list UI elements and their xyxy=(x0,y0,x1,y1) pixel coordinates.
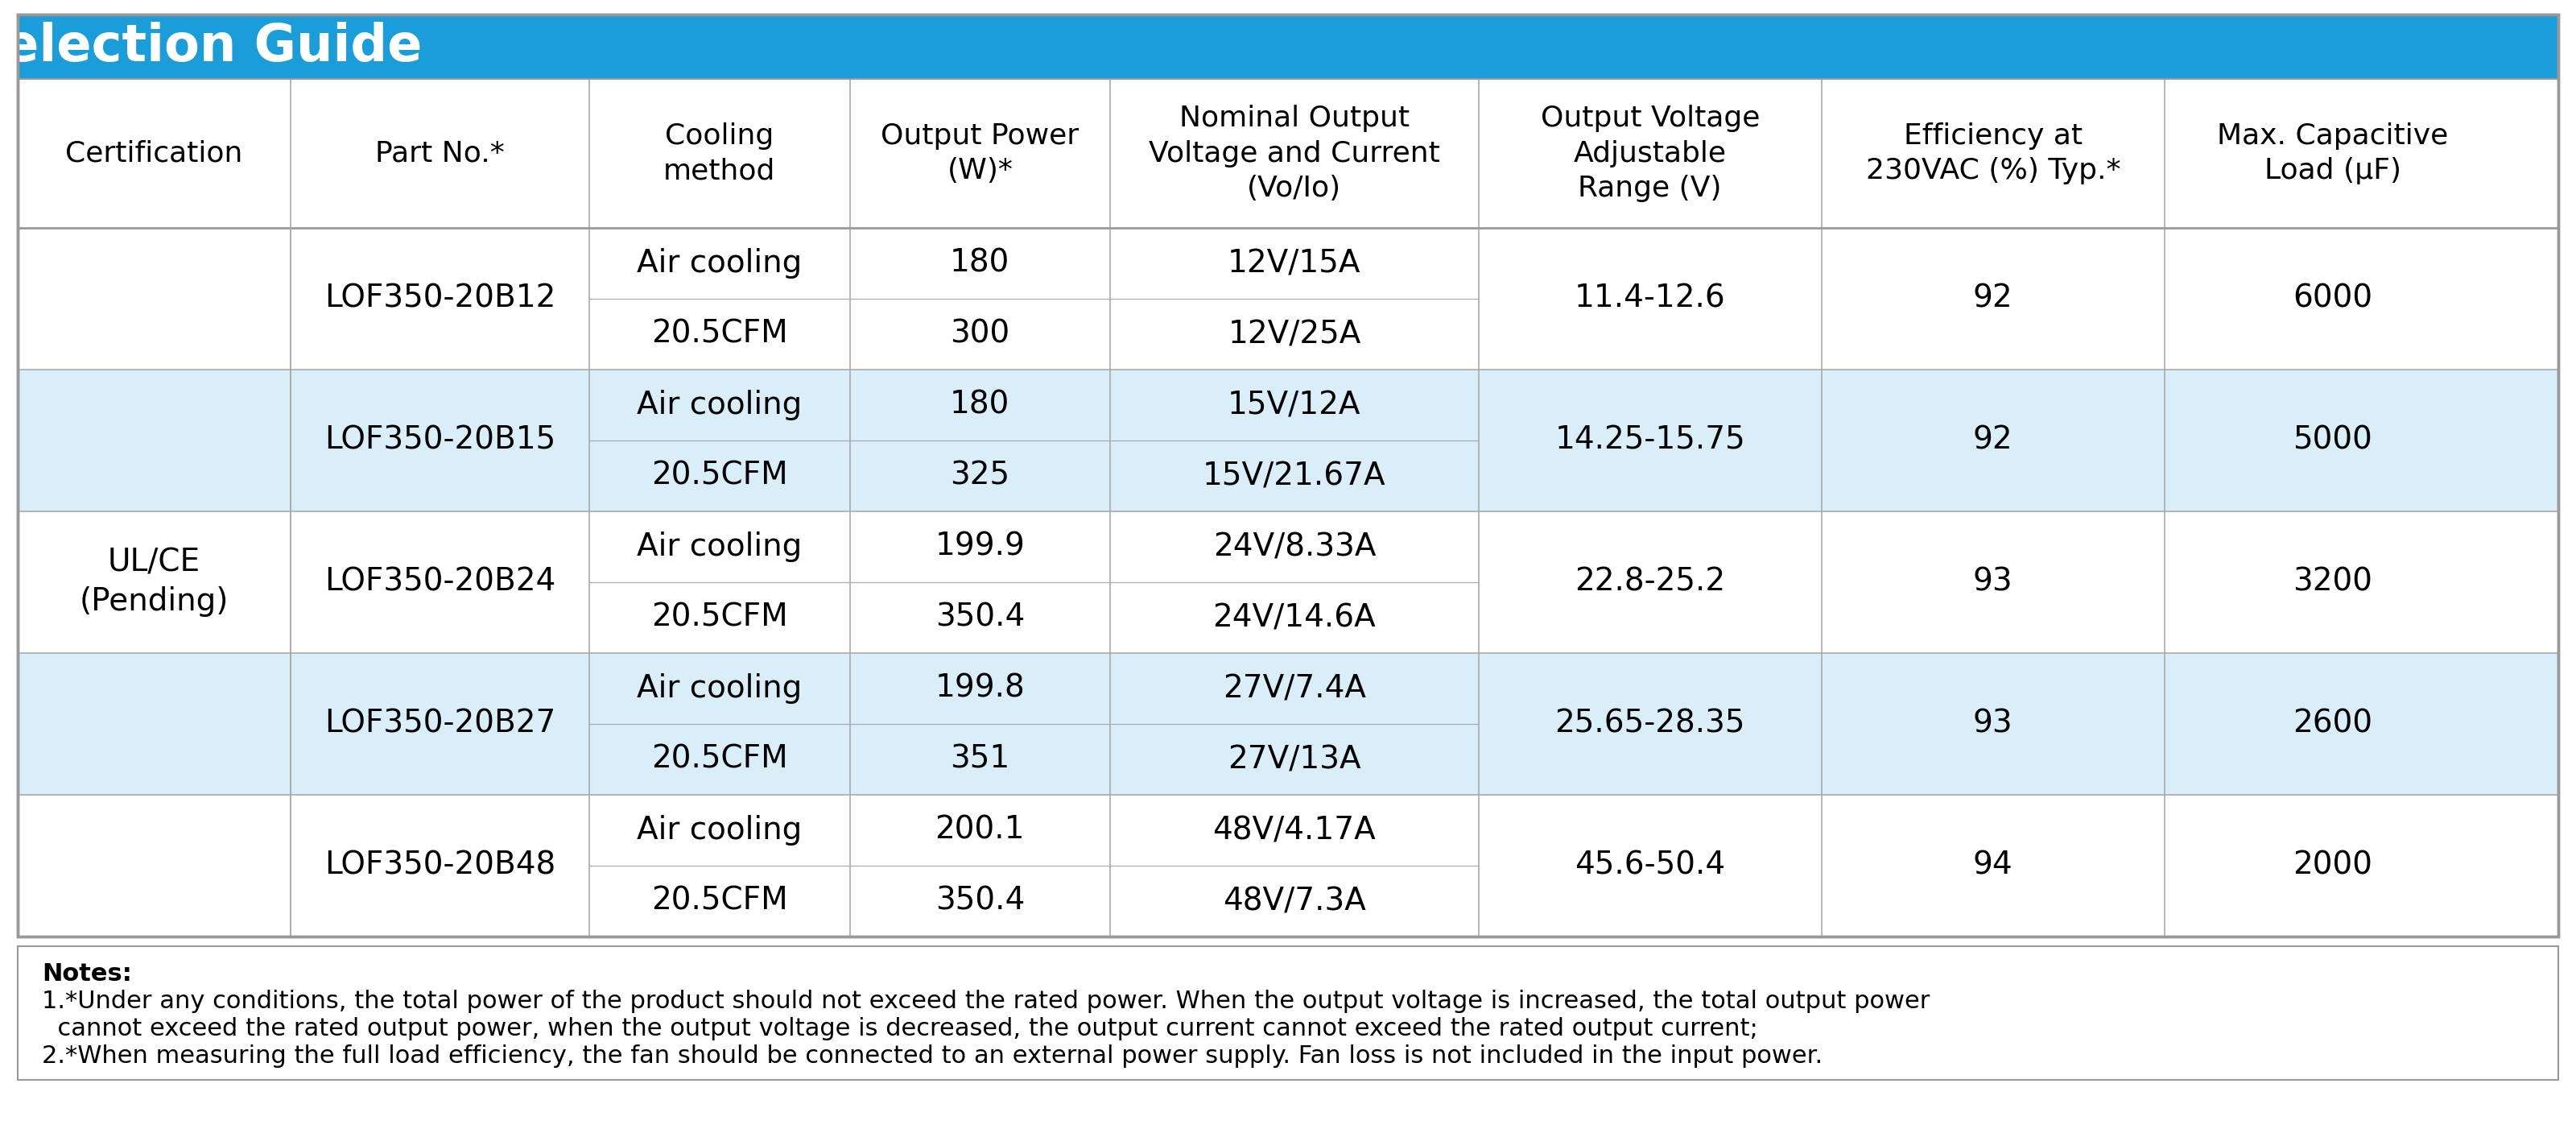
Text: 12V/15A: 12V/15A xyxy=(1229,248,1360,279)
Text: Notes:: Notes: xyxy=(41,963,131,986)
Text: 20.5CFM: 20.5CFM xyxy=(652,744,788,774)
Text: 199.8: 199.8 xyxy=(935,673,1025,703)
Text: 25.65-28.35: 25.65-28.35 xyxy=(1556,709,1744,739)
Bar xyxy=(18,15,2558,79)
Bar xyxy=(18,15,2558,937)
Text: 12V/25A: 12V/25A xyxy=(1229,318,1360,350)
Bar xyxy=(18,653,2558,795)
Text: LOF350-20B24: LOF350-20B24 xyxy=(325,567,556,597)
Text: 92: 92 xyxy=(1973,283,2012,314)
Text: 93: 93 xyxy=(1973,567,2012,597)
Text: 94: 94 xyxy=(1973,850,2012,881)
Text: 45.6-50.4: 45.6-50.4 xyxy=(1574,850,1726,881)
Text: 24V/14.6A: 24V/14.6A xyxy=(1213,603,1376,633)
Text: Selection Guide: Selection Guide xyxy=(0,21,422,71)
Text: 11.4-12.6: 11.4-12.6 xyxy=(1574,283,1726,314)
Text: 350.4: 350.4 xyxy=(935,886,1025,917)
Text: 350.4: 350.4 xyxy=(935,603,1025,633)
Text: LOF350-20B27: LOF350-20B27 xyxy=(325,709,556,739)
Text: Air cooling: Air cooling xyxy=(636,390,801,420)
Text: 200.1: 200.1 xyxy=(935,815,1025,846)
Text: 325: 325 xyxy=(951,461,1010,491)
Text: 14.25-15.75: 14.25-15.75 xyxy=(1556,426,1747,456)
Text: 6000: 6000 xyxy=(2293,283,2372,314)
Text: 15V/12A: 15V/12A xyxy=(1229,390,1360,420)
Text: 1.*Under any conditions, the total power of the product should not exceed the ra: 1.*Under any conditions, the total power… xyxy=(41,990,1929,1014)
Text: LOF350-20B48: LOF350-20B48 xyxy=(325,850,556,881)
Text: 24V/8.33A: 24V/8.33A xyxy=(1213,532,1376,562)
Text: 180: 180 xyxy=(951,390,1010,420)
Text: 27V/7.4A: 27V/7.4A xyxy=(1224,673,1365,703)
Bar xyxy=(18,795,2558,937)
Text: Efficiency at
230VAC (%) Typ.*: Efficiency at 230VAC (%) Typ.* xyxy=(1865,122,2120,184)
Text: Max. Capacitive
Load (μF): Max. Capacitive Load (μF) xyxy=(2218,122,2447,184)
Bar xyxy=(18,15,2558,937)
Text: 2000: 2000 xyxy=(2293,850,2372,881)
Text: 48V/7.3A: 48V/7.3A xyxy=(1224,886,1365,917)
Bar xyxy=(18,946,2558,1079)
Text: Part No.*: Part No.* xyxy=(376,140,505,167)
Text: 2.*When measuring the full load efficiency, the fan should be connected to an ex: 2.*When measuring the full load efficien… xyxy=(41,1044,1824,1068)
Bar xyxy=(18,228,2558,369)
Text: 48V/4.17A: 48V/4.17A xyxy=(1213,815,1376,846)
Text: cannot exceed the rated output power, when the output voltage is decreased, the : cannot exceed the rated output power, wh… xyxy=(41,1017,1757,1041)
Text: Air cooling: Air cooling xyxy=(636,532,801,562)
Text: 20.5CFM: 20.5CFM xyxy=(652,461,788,491)
Text: 22.8-25.2: 22.8-25.2 xyxy=(1574,567,1726,597)
Text: Certification: Certification xyxy=(64,140,242,167)
Text: 92: 92 xyxy=(1973,426,2012,456)
Bar xyxy=(18,79,2558,228)
Text: 199.9: 199.9 xyxy=(935,532,1025,562)
Text: 20.5CFM: 20.5CFM xyxy=(652,603,788,633)
Text: 15V/21.67A: 15V/21.67A xyxy=(1203,461,1386,491)
Text: 351: 351 xyxy=(951,744,1010,774)
Text: 180: 180 xyxy=(951,248,1010,279)
Text: 5000: 5000 xyxy=(2293,426,2372,456)
Text: Air cooling: Air cooling xyxy=(636,248,801,279)
Text: 27V/13A: 27V/13A xyxy=(1229,744,1360,774)
Text: LOF350-20B12: LOF350-20B12 xyxy=(325,283,556,314)
Text: Output Voltage
Adjustable
Range (V): Output Voltage Adjustable Range (V) xyxy=(1540,105,1759,202)
Text: 300: 300 xyxy=(951,318,1010,350)
Text: Air cooling: Air cooling xyxy=(636,673,801,703)
Text: Nominal Output
Voltage and Current
(Vo/Io): Nominal Output Voltage and Current (Vo/I… xyxy=(1149,105,1440,202)
Text: 3200: 3200 xyxy=(2293,567,2372,597)
Bar xyxy=(18,511,2558,653)
Text: 20.5CFM: 20.5CFM xyxy=(652,318,788,350)
Text: LOF350-20B15: LOF350-20B15 xyxy=(325,426,556,456)
Text: Output Power
(W)*: Output Power (W)* xyxy=(881,122,1079,184)
Bar xyxy=(18,369,2558,511)
Text: 93: 93 xyxy=(1973,709,2012,739)
Text: 2600: 2600 xyxy=(2293,709,2372,739)
Text: Air cooling: Air cooling xyxy=(636,815,801,846)
Text: UL/CE
(Pending): UL/CE (Pending) xyxy=(80,548,229,618)
Text: Cooling
method: Cooling method xyxy=(665,122,775,184)
Text: 20.5CFM: 20.5CFM xyxy=(652,886,788,917)
